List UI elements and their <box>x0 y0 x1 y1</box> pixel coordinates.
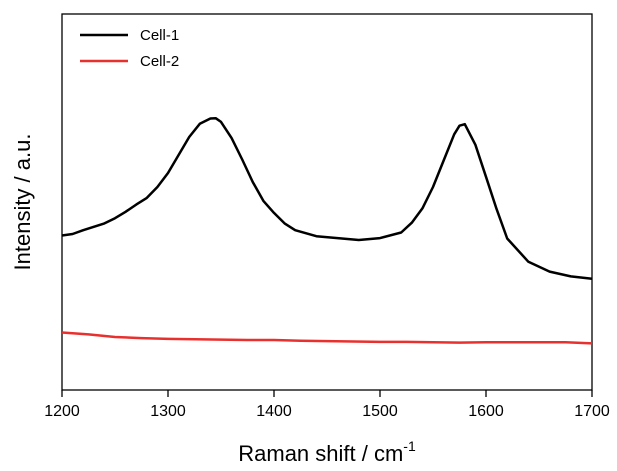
x-tick-label: 1500 <box>362 403 398 420</box>
legend-label-cell-1: Cell-1 <box>140 27 179 44</box>
legend: Cell-1 Cell-2 <box>80 27 179 70</box>
y-axis-title: Intensity / a.u. <box>10 134 35 271</box>
series-line-cell-2 <box>61 331 593 345</box>
x-tick-label: 1400 <box>256 403 292 420</box>
series-layer <box>61 116 593 345</box>
x-tick-label: 1700 <box>574 403 610 420</box>
x-tick-label: 1200 <box>44 403 80 420</box>
x-tick-label: 1300 <box>150 403 186 420</box>
x-axis-title: Raman shift / cm-1 <box>238 438 416 466</box>
x-axis-ticks <box>61 390 593 397</box>
x-axis-tick-labels: 1200 1300 1400 1500 1600 1700 <box>44 403 610 420</box>
x-axis-title-superscript: -1 <box>403 438 416 454</box>
x-axis-title-text: Raman shift / cm <box>238 441 403 466</box>
x-tick-label: 1600 <box>468 403 504 420</box>
legend-label-cell-2: Cell-2 <box>140 53 179 70</box>
series-line-cell-1 <box>61 116 593 280</box>
plot-frame <box>61 13 593 391</box>
